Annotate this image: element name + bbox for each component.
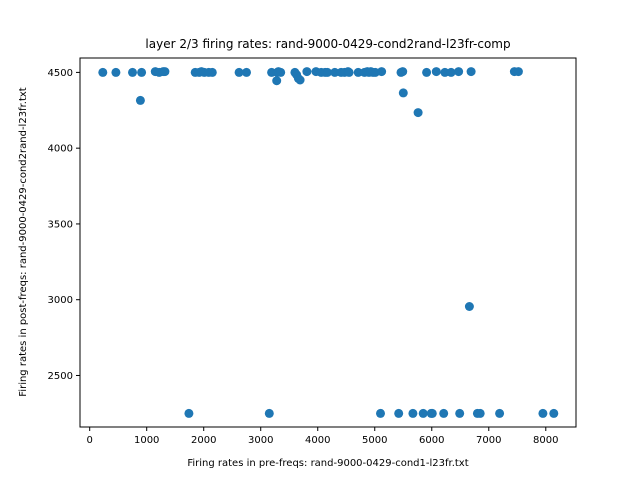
data-point [439, 408, 449, 418]
y-tick-label: 3500 [48, 219, 73, 230]
data-point [272, 76, 282, 86]
data-point [422, 67, 432, 77]
data-point [376, 408, 385, 418]
y-tick-label: 2500 [48, 371, 73, 382]
data-point [111, 67, 121, 77]
data-point [242, 67, 251, 77]
x-tick-label: 3000 [248, 435, 273, 446]
x-tick-label: 7000 [476, 435, 501, 446]
data-point [276, 67, 286, 77]
x-tick-label: 2000 [191, 435, 216, 446]
data-point [431, 67, 441, 77]
data-point [475, 408, 485, 418]
data-point [427, 408, 437, 418]
scatter-points [98, 67, 559, 418]
data-point [464, 302, 474, 311]
plot-frame [79, 57, 577, 428]
data-point [513, 67, 523, 77]
y-tick-label: 4000 [48, 144, 73, 155]
x-axis-ticks: 0 1000 2000 3000 4000 5000 6000 7000 8000 [87, 427, 559, 446]
data-point [137, 67, 147, 77]
x-tick-label: 8000 [533, 435, 558, 446]
data-point [302, 67, 312, 77]
data-point [446, 67, 456, 77]
data-point [184, 408, 194, 418]
x-tick-label: 1000 [134, 435, 159, 446]
data-point [295, 75, 305, 85]
data-point [128, 67, 137, 77]
data-point [322, 67, 332, 77]
data-point [330, 67, 340, 77]
data-point [549, 408, 559, 418]
y-tick-label: 4500 [48, 68, 73, 79]
x-tick-label: 6000 [419, 435, 444, 446]
chart-title: layer 2/3 firing rates: rand-9000-0429-c… [145, 37, 510, 51]
x-axis-label: Firing rates in pre-freqs: rand-9000-042… [187, 458, 468, 469]
data-point [413, 108, 423, 118]
data-point [455, 408, 465, 418]
data-point [207, 67, 217, 77]
data-point [377, 67, 387, 77]
x-tick-label: 0 [87, 435, 93, 446]
data-point [98, 67, 108, 77]
y-axis-ticks: 2500 3000 3500 4000 4500 [48, 68, 80, 382]
data-point [394, 408, 404, 418]
data-point [408, 408, 418, 418]
data-point [135, 95, 145, 105]
data-point [495, 408, 505, 418]
data-point [418, 408, 428, 418]
x-tick-label: 5000 [362, 435, 387, 446]
data-point [466, 67, 476, 77]
data-point [440, 67, 450, 77]
data-point [454, 67, 464, 77]
data-point [353, 67, 363, 77]
data-point [344, 67, 354, 77]
data-point [264, 408, 274, 418]
y-axis-label: Firing rates in post-freqs: rand-9000-04… [18, 87, 29, 397]
x-tick-label: 4000 [305, 435, 330, 446]
data-point [160, 67, 170, 77]
data-point [538, 408, 548, 418]
data-point [234, 67, 244, 77]
data-point [398, 67, 408, 77]
data-point [398, 88, 408, 98]
y-tick-label: 3000 [48, 295, 73, 306]
